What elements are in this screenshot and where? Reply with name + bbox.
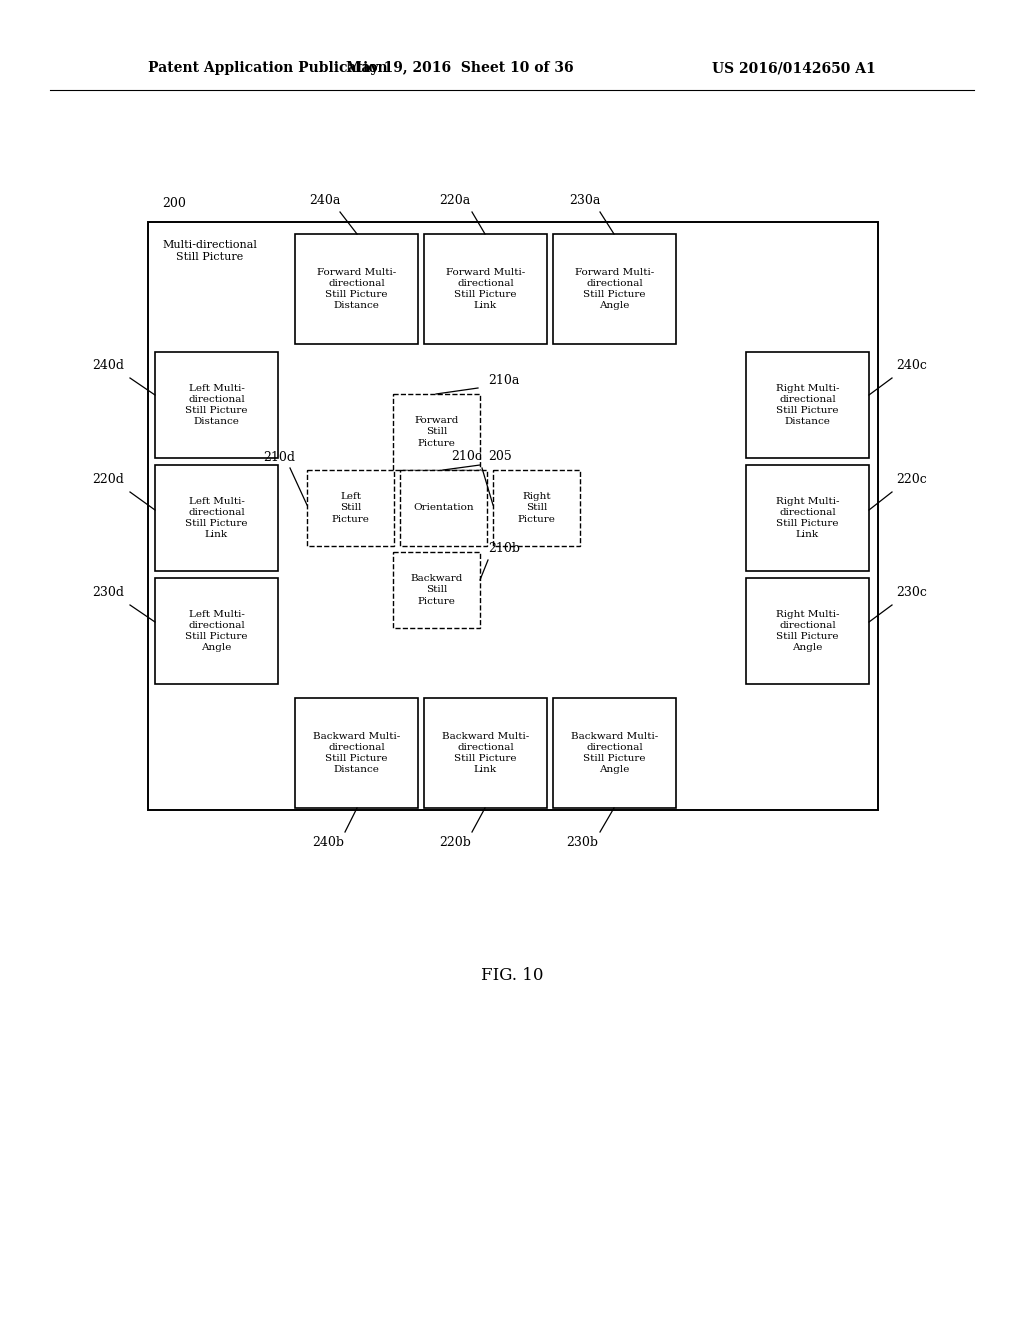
Text: FIG. 10: FIG. 10	[480, 966, 544, 983]
Bar	[155, 465, 278, 572]
Bar	[393, 552, 480, 628]
Text: Multi-directional
Still Picture: Multi-directional Still Picture	[162, 240, 257, 263]
Bar	[424, 698, 547, 808]
Bar	[295, 234, 418, 345]
Text: May 19, 2016  Sheet 10 of 36: May 19, 2016 Sheet 10 of 36	[346, 61, 573, 75]
Text: 210d: 210d	[263, 451, 295, 465]
Bar	[295, 698, 418, 808]
Bar	[393, 393, 480, 470]
Text: Backward Multi-
directional
Still Picture
Distance: Backward Multi- directional Still Pictur…	[313, 731, 400, 774]
Text: Forward
Still
Picture: Forward Still Picture	[415, 416, 459, 447]
Text: 240d: 240d	[92, 359, 124, 372]
Text: 240b: 240b	[312, 836, 344, 849]
Text: Orientation: Orientation	[414, 503, 474, 512]
Text: Forward Multi-
directional
Still Picture
Link: Forward Multi- directional Still Picture…	[445, 268, 525, 310]
Bar	[553, 234, 676, 345]
Bar	[400, 470, 487, 546]
Bar	[746, 465, 869, 572]
Text: 220d: 220d	[92, 473, 124, 486]
Text: Right Multi-
directional
Still Picture
Angle: Right Multi- directional Still Picture A…	[776, 610, 840, 652]
Bar	[553, 698, 676, 808]
Text: 210b: 210b	[488, 543, 520, 554]
Bar	[746, 352, 869, 458]
Text: 220b: 220b	[439, 836, 471, 849]
Text: 220a: 220a	[439, 194, 471, 207]
Text: Right Multi-
directional
Still Picture
Link: Right Multi- directional Still Picture L…	[776, 496, 840, 539]
Text: Backward Multi-
directional
Still Picture
Angle: Backward Multi- directional Still Pictur…	[570, 731, 658, 774]
Text: Forward Multi-
directional
Still Picture
Angle: Forward Multi- directional Still Picture…	[574, 268, 654, 310]
Text: Backward Multi-
directional
Still Picture
Link: Backward Multi- directional Still Pictur…	[442, 731, 529, 774]
Text: 210c: 210c	[452, 450, 482, 463]
Text: 205: 205	[488, 450, 512, 463]
Text: Patent Application Publication: Patent Application Publication	[148, 61, 388, 75]
Bar	[148, 222, 878, 810]
Bar	[493, 470, 580, 546]
Text: Left Multi-
directional
Still Picture
Link: Left Multi- directional Still Picture Li…	[185, 496, 248, 539]
Text: 230d: 230d	[92, 586, 124, 599]
Text: 210a: 210a	[488, 374, 519, 387]
Bar	[155, 352, 278, 458]
Text: Backward
Still
Picture: Backward Still Picture	[411, 574, 463, 606]
Text: Right Multi-
directional
Still Picture
Distance: Right Multi- directional Still Picture D…	[776, 384, 840, 426]
Bar	[424, 234, 547, 345]
Text: US 2016/0142650 A1: US 2016/0142650 A1	[713, 61, 876, 75]
Bar	[746, 578, 869, 684]
Text: Left
Still
Picture: Left Still Picture	[332, 492, 370, 524]
Text: Right
Still
Picture: Right Still Picture	[517, 492, 555, 524]
Text: Left Multi-
directional
Still Picture
Angle: Left Multi- directional Still Picture An…	[185, 610, 248, 652]
Bar	[155, 578, 278, 684]
Text: 240a: 240a	[309, 194, 341, 207]
Text: 230c: 230c	[896, 586, 927, 599]
Text: 220c: 220c	[896, 473, 927, 486]
Text: 230a: 230a	[569, 194, 601, 207]
Bar	[307, 470, 394, 546]
Text: 230b: 230b	[566, 836, 598, 849]
Text: Left Multi-
directional
Still Picture
Distance: Left Multi- directional Still Picture Di…	[185, 384, 248, 426]
Text: Forward Multi-
directional
Still Picture
Distance: Forward Multi- directional Still Picture…	[316, 268, 396, 310]
Text: 240c: 240c	[896, 359, 927, 372]
Text: 200: 200	[162, 197, 186, 210]
